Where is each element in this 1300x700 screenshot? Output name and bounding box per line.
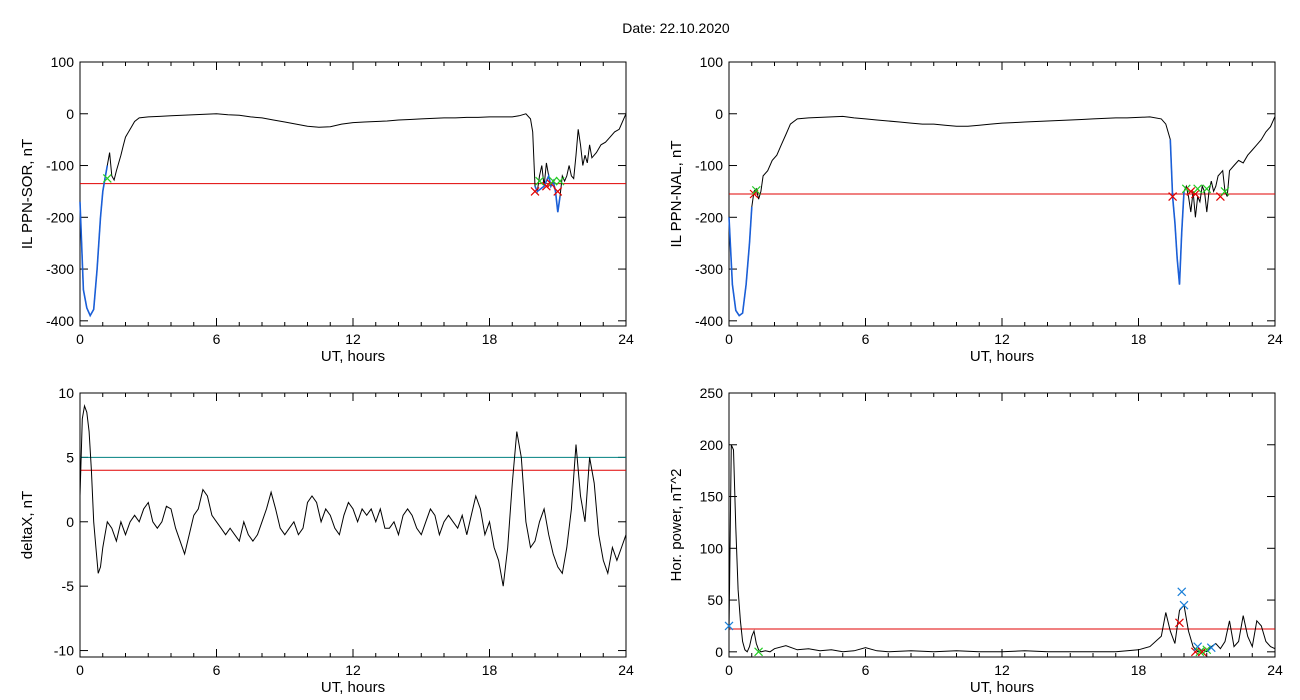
data-marker: [1195, 647, 1205, 657]
series-line: [728, 115, 1276, 317]
x-tick-label: 18: [1131, 662, 1147, 678]
x-axis-label: UT, hours: [321, 679, 385, 696]
y-tick-label: 100: [700, 540, 724, 556]
y-tick-label: 0: [715, 106, 723, 122]
data-marker: [1202, 184, 1212, 194]
y-tick-label: -200: [46, 209, 74, 225]
y-tick-label: 0: [715, 644, 723, 660]
data-marker: [1179, 600, 1189, 610]
y-tick-label: 200: [700, 437, 724, 453]
series-line: [79, 403, 627, 587]
x-tick-label: 18: [482, 662, 498, 678]
y-tick-label: -5: [62, 578, 75, 594]
panel-ppn-nal: 0 6 12 18 24 100 0 -100 -200 -300 -400 UT, hours IL …: [668, 54, 1283, 365]
x-tick-label: 12: [345, 662, 361, 678]
data-marker: [1197, 647, 1207, 657]
series-line: [728, 444, 1276, 653]
data-marker: [1190, 189, 1200, 199]
y-tick-label: -10: [54, 643, 74, 659]
panel-ppn-sor: 0 6 12 18 24 100 0 -100 -200 -300 -400 UT, hours IL …: [19, 54, 634, 365]
panel-hor-power: 0 6 12 18 24 250 200 150 100 50 0 UT, hours Hor. pow…: [668, 385, 1283, 696]
data-marker: [1186, 186, 1196, 196]
x-tick-label: 18: [482, 331, 498, 347]
x-tick-label: 6: [213, 662, 221, 678]
y-tick-label: 100: [51, 54, 75, 70]
x-tick-label: 12: [994, 662, 1010, 678]
x-axis-label: UT, hours: [970, 679, 1034, 696]
data-marker: [724, 621, 734, 631]
x-tick-label: 24: [618, 662, 634, 678]
data-marker: [530, 186, 540, 196]
x-tick-label: 12: [994, 331, 1010, 347]
x-tick-label: 6: [213, 331, 221, 347]
data-marker: [555, 176, 565, 186]
data-marker: [1181, 184, 1191, 194]
y-axis-label: IL PPN-NAL, nT: [668, 141, 685, 248]
x-tick-label: 24: [1267, 331, 1283, 347]
data-marker: [102, 174, 112, 183]
x-tick-label: 0: [76, 662, 84, 678]
data-marker: [1202, 645, 1212, 655]
data-marker: [535, 176, 544, 186]
x-tick-label: 18: [1131, 331, 1147, 347]
data-marker: [754, 647, 763, 657]
y-tick-label: -300: [46, 261, 74, 277]
y-tick-label: 5: [66, 449, 74, 465]
y-tick-label: 250: [700, 385, 724, 401]
data-marker: [548, 176, 558, 186]
y-tick-label: -400: [695, 313, 723, 329]
y-tick-label: 50: [707, 592, 723, 608]
x-tick-label: 6: [862, 331, 870, 347]
x-tick-label: 6: [862, 662, 870, 678]
x-tick-label: 0: [725, 662, 733, 678]
x-tick-label: 24: [1267, 662, 1283, 678]
y-tick-label: 0: [66, 514, 74, 530]
data-marker: [1168, 192, 1178, 202]
series-line: [534, 173, 561, 213]
y-tick-label: 0: [66, 106, 74, 122]
x-axis-label: UT, hours: [970, 348, 1034, 365]
y-axis-label: deltaX, nT: [19, 491, 36, 559]
x-axis-label: UT, hours: [321, 348, 385, 365]
x-tick-label: 0: [725, 331, 733, 347]
figure-title: Date: 22.10.2020: [622, 20, 730, 36]
data-marker: [1193, 184, 1203, 194]
series-line: [79, 165, 109, 318]
data-marker: [751, 185, 761, 195]
data-marker: [1206, 643, 1216, 653]
x-tick-label: 0: [76, 331, 84, 347]
y-axis-label: Hor. power, nT^2: [668, 469, 685, 582]
series-line: [79, 113, 627, 317]
y-axis-label: IL PPN-SOR, nT: [19, 139, 36, 249]
y-tick-label: 10: [58, 385, 74, 401]
data-marker: [541, 181, 551, 191]
data-marker: [1220, 186, 1230, 196]
data-marker: [1175, 618, 1184, 628]
series-line: [728, 206, 753, 317]
x-tick-label: 12: [345, 331, 361, 347]
data-marker: [1177, 587, 1187, 597]
data-marker: [553, 186, 563, 196]
panel-deltax: 0 6 12 18 24 10 5 0 -5 -10 UT, hours deltaX, nT: [19, 385, 634, 696]
y-tick-label: 150: [700, 489, 724, 505]
y-tick-label: -100: [695, 158, 723, 174]
y-tick-label: -200: [695, 209, 723, 225]
y-tick-label: -400: [46, 313, 74, 329]
y-tick-label: -100: [46, 158, 74, 174]
y-tick-label: 100: [700, 54, 724, 70]
y-tick-label: -300: [695, 261, 723, 277]
x-tick-label: 24: [618, 331, 634, 347]
